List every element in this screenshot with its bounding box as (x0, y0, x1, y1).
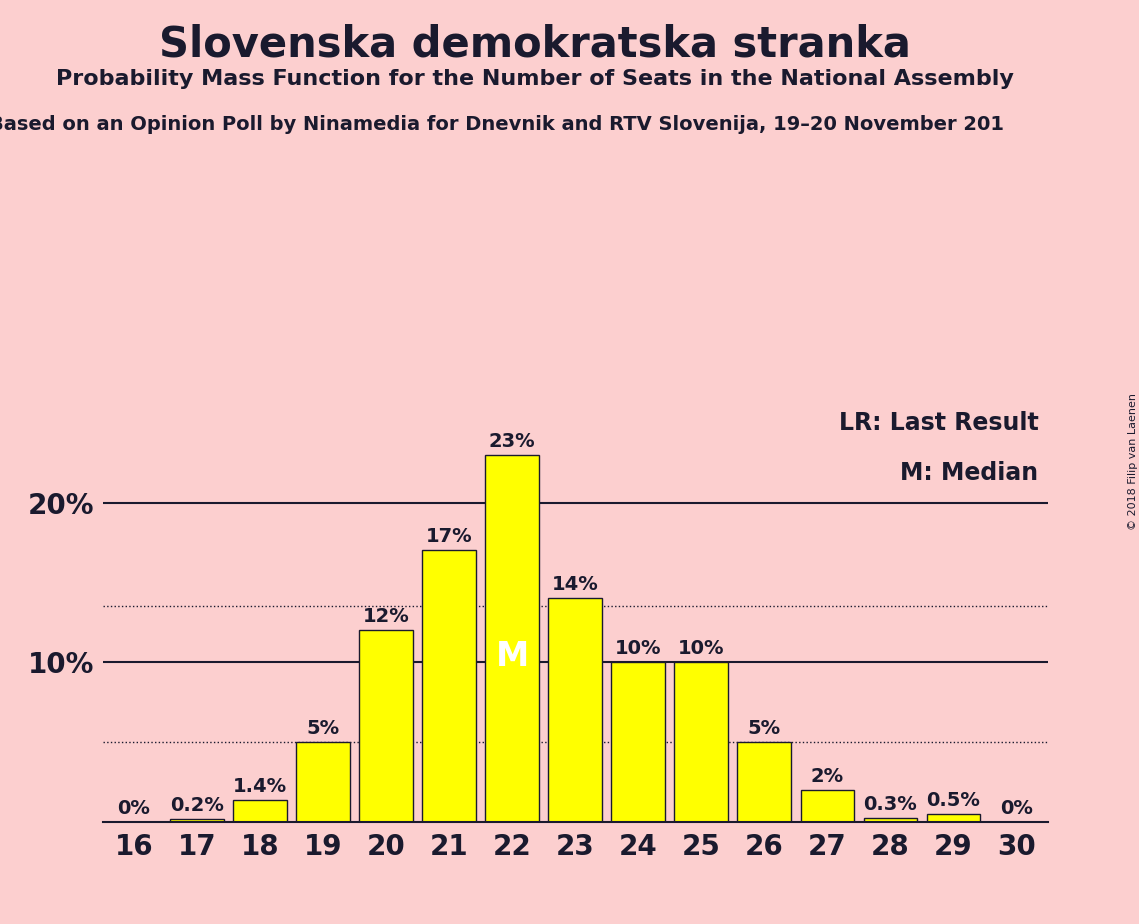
Bar (926, 814, 981, 822)
Text: 14%: 14% (551, 576, 599, 594)
Text: M: Median: M: Median (900, 460, 1039, 484)
Text: LR: Last Result: LR: Last Result (838, 410, 1039, 434)
Bar (801, 790, 854, 822)
Bar (485, 455, 539, 822)
Bar (170, 820, 224, 822)
Text: M: M (495, 640, 528, 674)
Bar (612, 663, 665, 822)
Bar (674, 663, 728, 822)
Text: 0.2%: 0.2% (170, 796, 224, 815)
Text: 0.5%: 0.5% (926, 791, 981, 810)
Text: Slovenska demokratska stranka: Slovenska demokratska stranka (159, 23, 911, 65)
Text: 0%: 0% (117, 799, 150, 819)
Text: 12%: 12% (362, 607, 410, 626)
Text: © 2018 Filip van Laenen: © 2018 Filip van Laenen (1129, 394, 1138, 530)
Bar (548, 599, 603, 822)
Bar (233, 800, 287, 822)
Text: 2%: 2% (811, 767, 844, 786)
Bar (863, 818, 917, 822)
Text: Probability Mass Function for the Number of Seats in the National Assembly: Probability Mass Function for the Number… (57, 69, 1014, 90)
Bar (296, 742, 350, 822)
Text: Based on an Opinion Poll by Ninamedia for Dnevnik and RTV Slovenija, 19–20 Novem: Based on an Opinion Poll by Ninamedia fo… (0, 116, 1003, 135)
Text: 10%: 10% (678, 639, 724, 659)
Text: 5%: 5% (306, 720, 339, 738)
Bar (423, 551, 476, 822)
Text: 23%: 23% (489, 432, 535, 451)
Text: 0%: 0% (1000, 799, 1033, 819)
Text: 1.4%: 1.4% (233, 777, 287, 796)
Text: LR: LR (682, 736, 721, 764)
Bar (359, 630, 413, 822)
Bar (737, 742, 792, 822)
Text: 10%: 10% (615, 639, 662, 659)
Text: 17%: 17% (426, 528, 473, 546)
Text: 5%: 5% (747, 720, 781, 738)
Text: 0.3%: 0.3% (863, 795, 917, 813)
